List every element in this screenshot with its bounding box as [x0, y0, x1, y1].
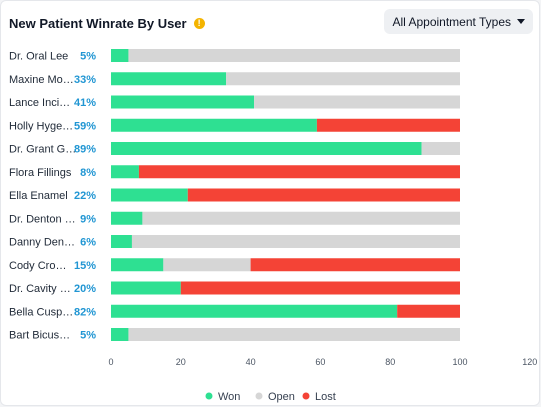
user-name-label: Flora Fillings — [9, 167, 72, 179]
open-bar[interactable] — [254, 95, 460, 109]
winrate-percent-label: 89% — [74, 144, 96, 156]
user-name-label: Dr. Oral Lee — [9, 51, 68, 63]
open-bar[interactable] — [128, 49, 460, 62]
open-bar[interactable] — [142, 211, 460, 225]
user-name-label: Dr. Cavity … — [9, 283, 71, 295]
lost-bar[interactable] — [138, 165, 461, 179]
won-bar[interactable] — [111, 328, 129, 341]
won-bar[interactable] — [111, 304, 398, 318]
caret-down-icon — [517, 19, 525, 24]
won-bar[interactable] — [111, 49, 129, 62]
winrate-percent-label: 5% — [80, 330, 96, 342]
winrate-percent-label: 8% — [80, 167, 96, 179]
chart-header: New Patient Winrate By User ! — [9, 11, 205, 35]
x-tick-label: 40 — [246, 357, 256, 367]
winrate-percent-label: 15% — [74, 260, 96, 272]
user-name-label: Cody Cro… — [9, 260, 66, 272]
user-name-label: Bart Bicus… — [9, 330, 70, 342]
won-bar[interactable] — [111, 188, 188, 202]
winrate-percent-label: 41% — [74, 97, 96, 109]
user-name-label: Lance Inci… — [9, 97, 70, 109]
won-bar[interactable] — [111, 258, 164, 272]
x-tick-label: 80 — [385, 357, 395, 367]
user-name-label: Holly Hyge… — [9, 120, 73, 132]
winrate-percent-label: 9% — [80, 213, 96, 225]
x-tick-label: 60 — [315, 357, 325, 367]
won-bar[interactable] — [111, 142, 422, 155]
info-icon[interactable]: ! — [193, 17, 205, 29]
legend-label-lost[interactable]: Lost — [315, 391, 336, 403]
open-bar[interactable] — [163, 258, 251, 272]
won-bar[interactable] — [111, 118, 317, 132]
legend-label-won[interactable]: Won — [218, 391, 240, 403]
won-bar[interactable] — [111, 72, 227, 86]
user-name-label: Bella Cusp… — [9, 306, 73, 318]
winrate-percent-label: 59% — [74, 120, 96, 132]
chart-title: New Patient Winrate By User — [9, 15, 187, 31]
user-name-label: Ella Enamel — [9, 190, 68, 202]
user-name-label: Danny Den… — [9, 237, 75, 249]
won-bar[interactable] — [111, 95, 255, 109]
legend-marker-open — [255, 392, 263, 400]
winrate-percent-label: 22% — [74, 190, 96, 202]
x-tick-label: 120 — [522, 357, 537, 367]
winrate-percent-label: 5% — [80, 51, 96, 63]
x-tick-label: 100 — [452, 357, 467, 367]
user-name-label: Dr. Denton … — [9, 213, 76, 225]
won-bar[interactable] — [111, 235, 132, 248]
dropdown-label: All Appointment Types — [392, 14, 511, 29]
user-name-label: Dr. Grant G… — [9, 144, 76, 156]
winrate-percent-label: 33% — [74, 74, 96, 86]
lost-bar[interactable] — [250, 258, 460, 272]
won-bar[interactable] — [111, 165, 139, 179]
lost-bar[interactable] — [397, 304, 460, 318]
open-bar[interactable] — [131, 235, 460, 248]
legend-label-open[interactable]: Open — [268, 391, 295, 403]
x-tick-label: 20 — [176, 357, 186, 367]
x-tick-label: 0 — [108, 357, 113, 367]
user-name-label: Maxine Mo… — [9, 74, 74, 86]
open-bar[interactable] — [128, 328, 460, 341]
winrate-percent-label: 6% — [80, 237, 96, 249]
appointment-type-dropdown[interactable]: All Appointment Types — [384, 9, 533, 34]
won-bar[interactable] — [111, 281, 181, 295]
open-bar[interactable] — [421, 142, 460, 155]
winrate-percent-label: 20% — [74, 283, 96, 295]
open-bar[interactable] — [226, 72, 460, 86]
lost-bar[interactable] — [316, 118, 460, 132]
winrate-percent-label: 82% — [74, 306, 96, 318]
won-bar[interactable] — [111, 211, 143, 225]
legend-marker-won — [205, 392, 213, 400]
legend-marker-lost — [302, 392, 310, 400]
lost-bar[interactable] — [187, 188, 460, 202]
lost-bar[interactable] — [180, 281, 461, 295]
